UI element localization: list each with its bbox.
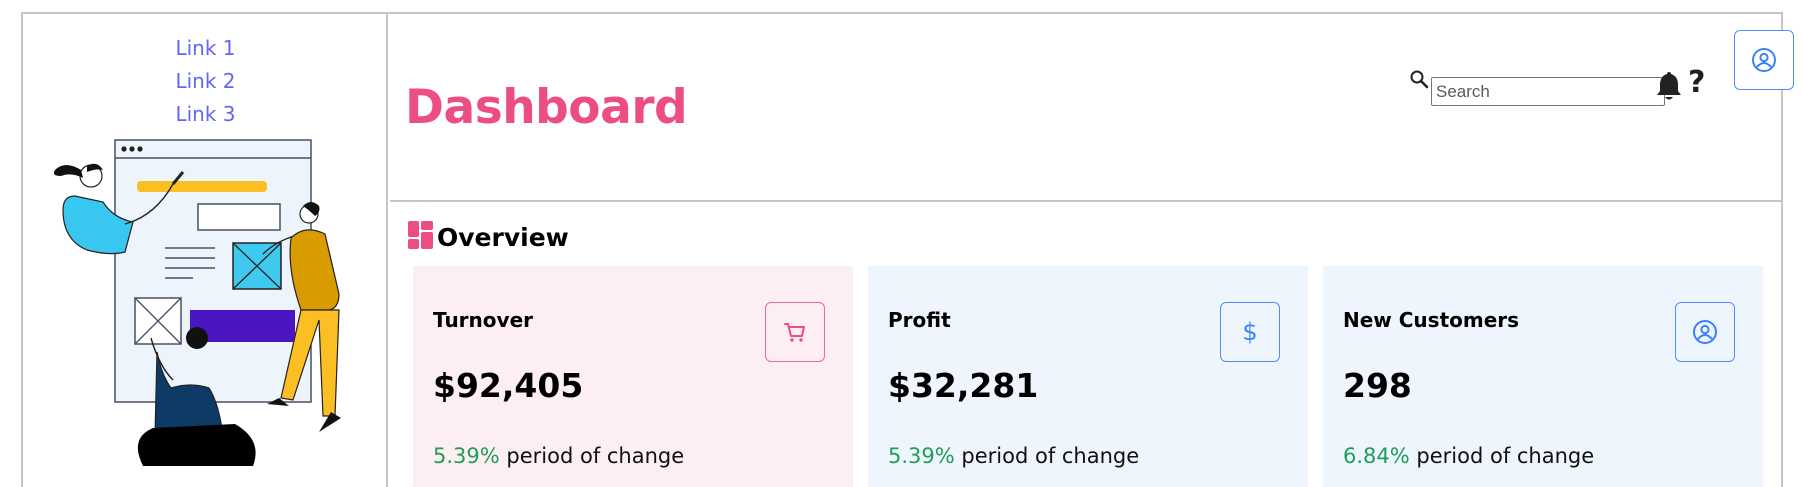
card-label: Turnover (433, 308, 533, 332)
customers-button[interactable] (1675, 302, 1735, 362)
dollar-button[interactable]: $ (1220, 302, 1280, 362)
user-circle-icon (1752, 48, 1776, 72)
change-percent: 6.84% (1343, 444, 1410, 468)
bell-icon[interactable] (1656, 70, 1682, 100)
card-value: 298 (1343, 366, 1412, 405)
overview-header: Overview (407, 217, 569, 252)
turnover-card: Turnover $92,405 5.39% period of change (413, 266, 853, 487)
search-icon (1410, 70, 1429, 89)
overview-title: Overview (437, 223, 569, 252)
change-text: period of change (499, 444, 685, 468)
user-circle-icon (1693, 320, 1717, 344)
card-value: $92,405 (433, 366, 584, 405)
change-percent: 5.39% (433, 444, 500, 468)
search-input[interactable] (1431, 77, 1665, 106)
card-change: 6.84% period of change (1343, 444, 1594, 468)
sidebar-link-1[interactable]: Link 1 (175, 36, 236, 60)
dollar-icon: $ (1242, 318, 1258, 346)
sidebar-link-3[interactable]: Link 3 (175, 102, 236, 126)
card-label: New Customers (1343, 308, 1520, 332)
card-value: $32,281 (888, 366, 1039, 405)
card-label: Profit (888, 308, 951, 332)
change-text: period of change (1409, 444, 1595, 468)
header: Dashboard ? (390, 14, 1794, 202)
sidebar: Link 1 Link 2 Link 3 (23, 14, 388, 487)
change-percent: 5.39% (888, 444, 955, 468)
sidebar-link-2[interactable]: Link 2 (175, 69, 236, 93)
cart-icon (784, 323, 805, 342)
change-text: period of change (954, 444, 1140, 468)
help-icon[interactable]: ? (1688, 65, 1706, 100)
profile-button[interactable] (1734, 30, 1794, 90)
profit-card: Profit $ $32,281 5.39% period of change (868, 266, 1308, 487)
web-design-team-illustration (53, 139, 341, 466)
sidebar-nav: Link 1 Link 2 Link 3 (23, 32, 388, 131)
dashboard-grid-icon (408, 220, 433, 249)
cart-button[interactable] (765, 302, 825, 362)
app-frame: Link 1 Link 2 Link 3 (21, 12, 1794, 487)
search-bar (1409, 67, 1665, 106)
page-title: Dashboard (405, 80, 688, 135)
main-content: Dashboard ? (390, 14, 1794, 487)
card-change: 5.39% period of change (433, 444, 684, 468)
new-customers-card: New Customers 298 6.84% period of change (1323, 266, 1763, 487)
card-change: 5.39% period of change (888, 444, 1139, 468)
